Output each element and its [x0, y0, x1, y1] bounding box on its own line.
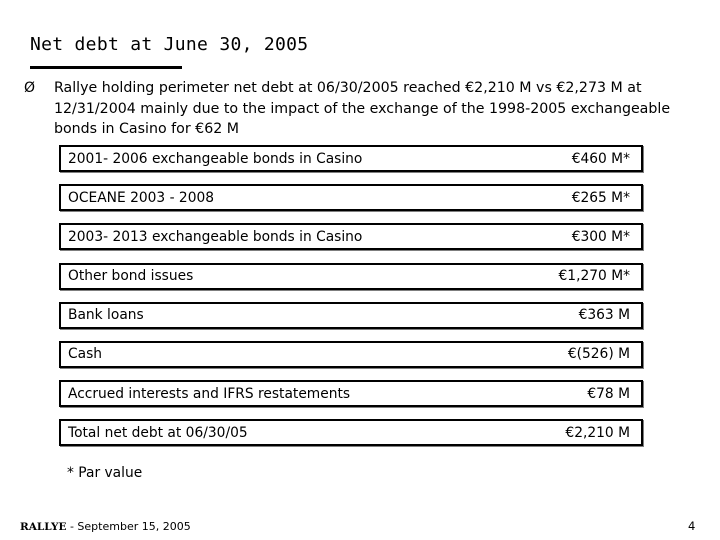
table-row: OCEANE 2003 - 2008 €265 M*	[59, 184, 643, 212]
row-value: €363 M	[578, 307, 630, 324]
row-label: 2001- 2006 exchangeable bonds in Casino	[68, 150, 363, 167]
table-row: Accrued interests and IFRS restatements …	[59, 380, 643, 408]
row-label: Accrued interests and IFRS restatements	[68, 385, 351, 402]
row-label: OCEANE 2003 - 2008	[68, 189, 215, 206]
footnote: * Par value	[67, 465, 143, 481]
row-label: 2003- 2013 exchangeable bonds in Casino	[68, 228, 363, 245]
row-value: €78 M	[587, 385, 630, 402]
footer-brand: RALLYE	[20, 521, 67, 533]
total-row: Total net debt at 06/30/05 €2,210 M	[59, 419, 643, 447]
row-value: €2,210 M	[565, 424, 630, 441]
table-row: Other bond issues €1,270 M*	[59, 262, 643, 290]
row-label: Cash	[68, 346, 103, 363]
debt-table: 2001- 2006 exchangeable bonds in Casino …	[59, 145, 643, 459]
row-value: €(526) M	[567, 346, 630, 363]
arrow-bullet-icon: Ø	[24, 80, 36, 96]
table-row: Bank loans €363 M	[59, 301, 643, 329]
row-value: €300 M*	[571, 228, 630, 245]
footer: RALLYE - September 15, 2005	[20, 520, 191, 533]
table-row: 2003- 2013 exchangeable bonds in Casino …	[59, 223, 643, 251]
row-label: Total net debt at 06/30/05	[68, 424, 248, 441]
row-label: Bank loans	[68, 307, 144, 324]
page-number: 4	[688, 519, 696, 533]
bullet-text: Rallye holding perimeter net debt at 06/…	[54, 80, 671, 137]
row-value: €460 M*	[571, 150, 630, 167]
row-label: Other bond issues	[68, 268, 194, 285]
slide-title: Net debt at June 30, 2005	[30, 34, 309, 55]
row-value: €265 M*	[571, 189, 630, 206]
row-value: €1,270 M*	[558, 268, 630, 285]
table-row: Cash €(526) M	[59, 340, 643, 368]
title-underline	[30, 66, 182, 69]
footer-date: - September 15, 2005	[66, 520, 191, 533]
table-row: 2001- 2006 exchangeable bonds in Casino …	[59, 145, 643, 172]
